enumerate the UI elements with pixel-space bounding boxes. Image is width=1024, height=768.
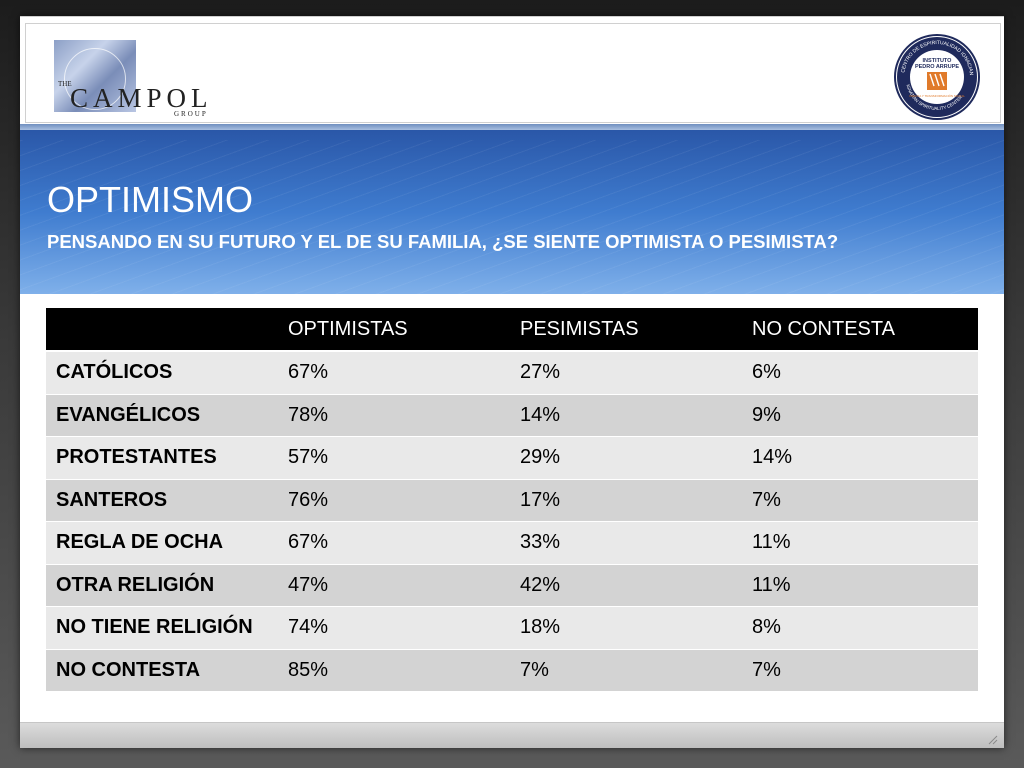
campol-logo: THE CAMPOL GROUP	[54, 40, 220, 118]
seal-name-label: PEDRO ARRUPE	[915, 64, 959, 70]
cell-optimistas: 74%	[278, 606, 510, 650]
header-divider	[20, 124, 1004, 130]
seal-top-label: INSTITUTO	[923, 58, 953, 64]
header-frame: THE CAMPOL GROUP CENTRO DE ESPIRITUALIDA…	[25, 23, 1001, 123]
cell-no-contesta: 11%	[742, 564, 978, 607]
pedro-arrupe-seal: CENTRO DE ESPIRITUALIDAD IGNACIANA IGNAT…	[894, 34, 980, 120]
row-label: REGLA DE OCHA	[46, 521, 278, 565]
table-row: NO TIENE RELIGIÓN 74% 18% 8%	[46, 606, 978, 650]
slide-subtitle: PENSANDO EN SU FUTURO Y EL DE SU FAMILIA…	[47, 231, 839, 252]
table-row: SANTEROS 76% 17% 7%	[46, 479, 978, 522]
table-row: NO CONTESTA 85% 7% 7%	[46, 649, 978, 692]
cell-optimistas: 78%	[278, 394, 510, 437]
row-label: OTRA RELIGIÓN	[46, 564, 278, 607]
cell-optimistas: 47%	[278, 564, 510, 607]
table-row: CATÓLICOS 67% 27% 6%	[46, 351, 978, 395]
cell-no-contesta: 9%	[742, 394, 978, 437]
cell-pesimistas: 7%	[510, 649, 742, 692]
row-label: SANTEROS	[46, 479, 278, 522]
slide-footer	[20, 722, 1004, 748]
cell-optimistas: 67%	[278, 521, 510, 565]
cell-no-contesta: 7%	[742, 649, 978, 692]
seal-inner-text: CIENCIA Y TRANSFORMACIÓN SOCIAL	[909, 93, 965, 98]
header-cell-optimistas: OPTIMISTAS	[278, 308, 510, 352]
slide-title: OPTIMISMO	[47, 179, 253, 220]
cell-optimistas: 67%	[278, 351, 510, 395]
table-row: PROTESTANTES 57% 29% 14%	[46, 436, 978, 480]
row-label: EVANGÉLICOS	[46, 394, 278, 437]
results-table: OPTIMISTAS PESIMISTAS NO CONTESTA CATÓLI…	[46, 308, 978, 692]
cell-no-contesta: 6%	[742, 351, 978, 395]
cell-pesimistas: 18%	[510, 606, 742, 650]
cell-pesimistas: 42%	[510, 564, 742, 607]
row-label: PROTESTANTES	[46, 436, 278, 480]
cell-no-contesta: 14%	[742, 436, 978, 480]
title-band: OPTIMISMO PENSANDO EN SU FUTURO Y EL DE …	[20, 130, 1004, 294]
header-cell-blank	[46, 308, 278, 352]
cell-pesimistas: 29%	[510, 436, 742, 480]
table-row: EVANGÉLICOS 78% 14% 9%	[46, 394, 978, 437]
table-header-row: OPTIMISTAS PESIMISTAS NO CONTESTA	[46, 308, 978, 352]
header-cell-pesimistas: PESIMISTAS	[510, 308, 742, 352]
header-cell-no-contesta: NO CONTESTA	[742, 308, 978, 352]
cell-no-contesta: 11%	[742, 521, 978, 565]
campol-logo-mark	[54, 40, 136, 112]
cell-pesimistas: 27%	[510, 351, 742, 395]
cell-pesimistas: 17%	[510, 479, 742, 522]
row-label: CATÓLICOS	[46, 351, 278, 395]
cell-pesimistas: 33%	[510, 521, 742, 565]
campol-logo-word: CAMPOL	[70, 83, 213, 113]
cell-no-contesta: 7%	[742, 479, 978, 522]
table-row: OTRA RELIGIÓN 47% 42% 11%	[46, 564, 978, 607]
slide-header: THE CAMPOL GROUP CENTRO DE ESPIRITUALIDA…	[20, 16, 1004, 125]
cell-no-contesta: 8%	[742, 606, 978, 650]
row-label: NO TIENE RELIGIÓN	[46, 606, 278, 650]
cell-optimistas: 85%	[278, 649, 510, 692]
campol-logo-sub: GROUP	[174, 110, 208, 118]
cell-pesimistas: 14%	[510, 394, 742, 437]
cell-optimistas: 57%	[278, 436, 510, 480]
cell-optimistas: 76%	[278, 479, 510, 522]
campol-logo-pre: THE	[58, 80, 72, 88]
slide: THE CAMPOL GROUP CENTRO DE ESPIRITUALIDA…	[20, 16, 1004, 748]
row-label: NO CONTESTA	[46, 649, 278, 692]
table-row: REGLA DE OCHA 67% 33% 11%	[46, 521, 978, 565]
resize-grip-icon	[988, 735, 998, 745]
